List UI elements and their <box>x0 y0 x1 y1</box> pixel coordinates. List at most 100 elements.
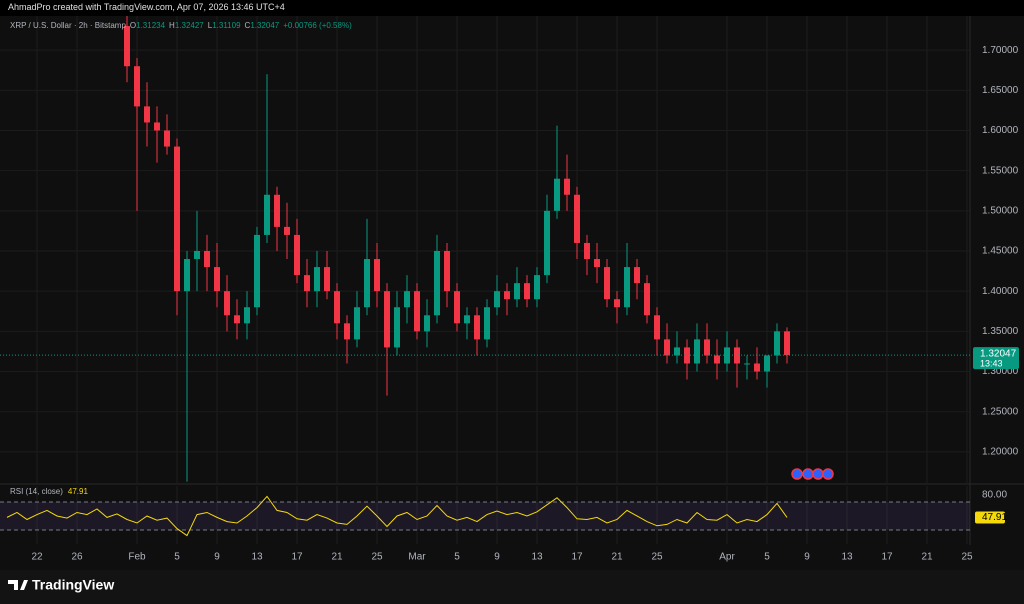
ohlc-item: C1.32047 <box>245 21 280 30</box>
y-tick-label: 1.40000 <box>982 286 1019 297</box>
x-tick-label: 13 <box>531 552 543 563</box>
y-tick-label: 1.20000 <box>982 447 1019 458</box>
x-tick-label: 25 <box>961 552 973 563</box>
candle-body <box>474 315 480 340</box>
ohlc-item: O1.31234 <box>130 21 165 30</box>
ohlc-value: 1.32427 <box>174 21 204 30</box>
y-tick-label: 1.45000 <box>982 246 1019 257</box>
candle-body <box>544 210 550 276</box>
price-pane <box>0 16 970 484</box>
y-tick-label: 1.50000 <box>982 205 1019 216</box>
rsi-title: RSI (14, close) <box>10 487 63 496</box>
x-tick-label: Feb <box>128 552 146 563</box>
x-tick-label: 17 <box>571 552 583 563</box>
candle-body <box>214 267 220 292</box>
rsi-last-box <box>975 511 1005 524</box>
candle-body <box>714 355 720 364</box>
candle-body <box>784 331 790 356</box>
candle-body <box>324 267 330 292</box>
candle-body <box>504 291 510 300</box>
x-tick-label: 17 <box>291 552 303 563</box>
y-tick-label: 1.65000 <box>982 85 1019 96</box>
candle-body <box>454 291 460 324</box>
candle-body <box>704 339 710 356</box>
candle-body <box>254 234 260 308</box>
candle-body <box>274 194 280 227</box>
candle-body <box>624 267 630 308</box>
countdown: 13:43 <box>980 358 1003 368</box>
ohlc-value: 1.32047 <box>250 21 280 30</box>
candle-body <box>374 259 380 292</box>
candle-body <box>404 291 410 308</box>
y-tick-label: 1.70000 <box>982 45 1019 56</box>
candle-body <box>234 315 240 324</box>
candle-body <box>424 315 430 332</box>
candle-body <box>444 251 450 292</box>
y-tick-label: 1.55000 <box>982 165 1019 176</box>
candle-body <box>394 307 400 348</box>
candle-body <box>534 275 540 300</box>
candle-body <box>654 315 660 340</box>
x-tick-label: 17 <box>881 552 893 563</box>
candle-body <box>564 178 570 195</box>
rsi-tick-label: 80.00 <box>982 490 1007 501</box>
x-tick-label: 21 <box>921 552 933 563</box>
x-tick-label: 5 <box>174 552 180 563</box>
change: +0.00766 (+0.58%) <box>283 21 352 30</box>
rsi-legend: RSI (14, close) 47.91 <box>10 487 88 496</box>
candle-body <box>244 307 250 324</box>
candle-body <box>164 130 170 147</box>
ohlc-label: O <box>129 21 137 30</box>
x-tick-label: 25 <box>371 552 383 563</box>
candle-body <box>734 347 740 364</box>
y-tick-label: 1.30000 <box>982 366 1019 377</box>
axes: 1.20000 1.25000 1.30000 1.35000 1.40000 1.450… <box>31 45 1019 563</box>
ohlc-label: L <box>207 21 213 30</box>
x-tick-label: 9 <box>494 552 500 563</box>
candle-body <box>774 331 780 356</box>
candle-body <box>754 363 760 372</box>
rsi-value: 47.91 <box>67 487 88 496</box>
y-tick-label: 1.35000 <box>982 326 1019 337</box>
x-tick-label: 5 <box>454 552 460 563</box>
ohlc-item: L1.31109 <box>208 21 241 30</box>
candle-body <box>364 259 370 308</box>
last-price-box <box>973 347 1019 370</box>
candle-body <box>644 283 650 316</box>
candle-body <box>744 363 750 365</box>
x-tick-label: 21 <box>611 552 623 563</box>
candle-body <box>284 226 290 235</box>
x-tick-label: 9 <box>214 552 220 563</box>
candle-body <box>584 242 590 260</box>
candle-body <box>464 315 470 324</box>
candle-body <box>304 275 310 292</box>
candle-body <box>354 307 360 340</box>
candle-body <box>524 283 530 300</box>
candle-body <box>334 291 340 324</box>
candle-body <box>144 106 150 123</box>
candle-body <box>384 291 390 348</box>
rsi-last-label: 47.91 <box>982 512 1007 523</box>
ohlc-item: H1.32427 <box>169 21 204 30</box>
candle-body <box>414 291 420 332</box>
candle-body <box>224 291 230 316</box>
candle-body <box>574 194 580 243</box>
candle-body <box>294 234 300 276</box>
candle-body <box>554 178 560 211</box>
candle-body <box>514 283 520 300</box>
candle-body <box>494 291 500 308</box>
candle-body <box>344 323 350 340</box>
event-icons <box>791 468 834 480</box>
candle-body <box>614 299 620 308</box>
rsi-line <box>6 495 788 537</box>
x-tick-label: 22 <box>31 552 43 563</box>
y-tick-label: 1.25000 <box>982 406 1019 417</box>
candle-body <box>194 251 200 260</box>
x-tick-label: Mar <box>408 552 426 563</box>
price-legend: XRP / U.S. Dollar · 2h · Bitstamp O1.3123… <box>10 21 352 30</box>
candle-body <box>434 251 440 316</box>
top-bar <box>0 0 1024 16</box>
candle-body <box>314 267 320 292</box>
ohlc-label: H <box>169 21 175 30</box>
